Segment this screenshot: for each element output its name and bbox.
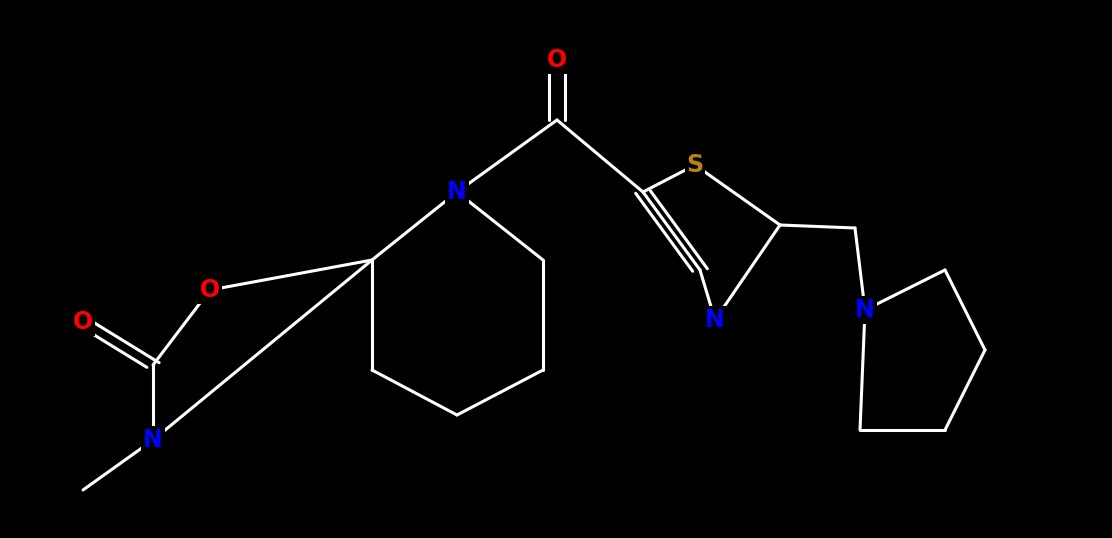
Text: N: N bbox=[447, 180, 467, 204]
Text: N: N bbox=[143, 428, 162, 452]
Text: N: N bbox=[705, 308, 725, 332]
Text: N: N bbox=[855, 298, 875, 322]
Text: S: S bbox=[686, 153, 704, 177]
Text: O: O bbox=[73, 310, 93, 334]
Text: O: O bbox=[200, 278, 220, 302]
Text: O: O bbox=[547, 48, 567, 72]
